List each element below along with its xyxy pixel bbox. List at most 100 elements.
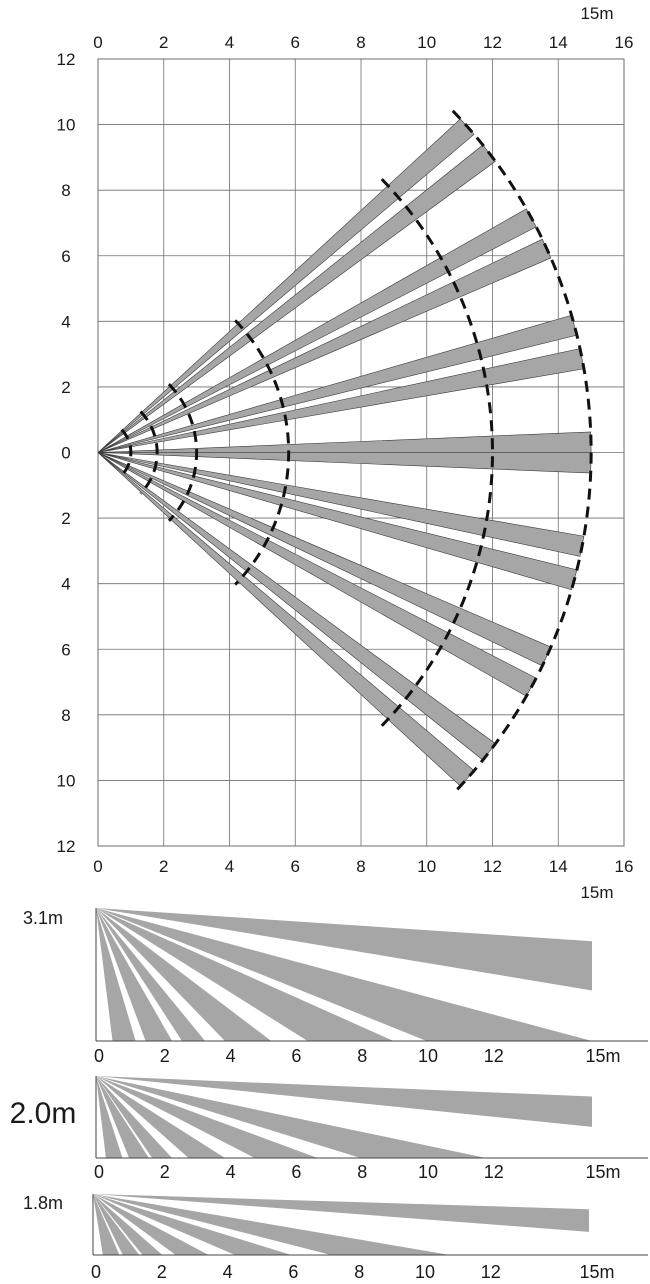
x-tick-label-top: 10 xyxy=(417,33,436,52)
side-ray xyxy=(96,908,592,991)
side-x-tick-label: 4 xyxy=(226,1046,236,1066)
x-tick-label-bottom: 12 xyxy=(483,857,502,876)
top-view-zone-arcs xyxy=(120,109,593,796)
detection-beam xyxy=(97,452,552,667)
x-tick-label-bottom: 2 xyxy=(159,857,168,876)
detection-beam xyxy=(97,452,475,787)
side-x-tick-label: 8 xyxy=(357,1162,367,1182)
y-tick-label: 8 xyxy=(61,181,70,200)
y-tick-label: 6 xyxy=(61,247,70,266)
side-ray xyxy=(96,908,173,1041)
y-tick-label: 12 xyxy=(57,837,76,856)
x-tick-label-top: 8 xyxy=(356,33,365,52)
side-height-label: 2.0m xyxy=(10,1097,77,1130)
side-x-tick-label: 10 xyxy=(415,1262,435,1282)
side-ray xyxy=(96,908,394,1041)
x-tick-label-bottom: 16 xyxy=(615,857,634,876)
side-x-tick-label: 6 xyxy=(291,1162,301,1182)
side-ray xyxy=(96,908,136,1041)
side-range-label: 15m xyxy=(585,1046,620,1066)
y-tick-label: 2 xyxy=(61,378,70,397)
side-view-1-8m: 1.8m 15m 0 2 4 6 8 10 12 xyxy=(23,1193,648,1282)
x-tick-label-top: 4 xyxy=(225,33,234,52)
side-x-tick-label: 2 xyxy=(160,1046,170,1066)
y-tick-label: 4 xyxy=(61,312,70,331)
side-x-tick-label: 8 xyxy=(354,1262,364,1282)
x-tick-label-bottom: 14 xyxy=(549,857,568,876)
detection-beam xyxy=(97,348,585,453)
side-x-tick-label: 10 xyxy=(418,1162,438,1182)
zone-arc xyxy=(451,109,593,796)
top-view-beams xyxy=(97,118,592,787)
side-ray xyxy=(93,1194,451,1255)
detection-beam xyxy=(97,452,496,761)
side-view-2-0m: 2.0m 15m 0 2 4 6 8 10 12 xyxy=(10,1076,648,1182)
y-tick-label: 0 xyxy=(61,444,70,463)
side-ray xyxy=(96,1076,123,1158)
top-range-label-bottom: 15m xyxy=(580,883,613,902)
x-tick-label-bottom: 0 xyxy=(93,857,102,876)
top-view-tick-labels: 0 0 2 2 4 4 6 6 8 8 10 10 12 12 14 14 16 16 12 10 8 6 4 2 0 2 4 6 8 1… xyxy=(57,33,634,876)
y-tick-label: 10 xyxy=(57,771,76,790)
side-range-label: 15m xyxy=(585,1162,620,1182)
x-tick-label-top: 2 xyxy=(159,33,168,52)
side-range-label: 15m xyxy=(579,1262,614,1282)
side-ray xyxy=(93,1194,209,1255)
x-tick-label-top: 6 xyxy=(291,33,300,52)
detection-beam xyxy=(97,452,592,474)
x-tick-label-bottom: 4 xyxy=(225,857,234,876)
side-ray xyxy=(93,1194,163,1255)
side-x-tick-label: 6 xyxy=(288,1262,298,1282)
side-x-tick-label: 10 xyxy=(418,1046,438,1066)
x-tick-label-bottom: 6 xyxy=(291,857,300,876)
zone-arc xyxy=(234,319,291,586)
side-x-tick-label: 2 xyxy=(160,1162,170,1182)
zone-arc xyxy=(380,178,494,727)
side-ray xyxy=(96,1076,149,1158)
side-ray xyxy=(96,1076,225,1158)
top-range-label-top: 15m xyxy=(580,4,613,23)
side-x-tick-label: 0 xyxy=(91,1262,101,1282)
side-height-label: 3.1m xyxy=(23,908,63,928)
zone-arc xyxy=(120,428,133,477)
y-tick-label: 2 xyxy=(61,509,70,528)
side-ray xyxy=(96,908,592,1041)
side-x-tick-label: 0 xyxy=(94,1046,104,1066)
side-ray xyxy=(96,908,206,1041)
side-x-tick-label: 12 xyxy=(481,1262,501,1282)
x-tick-label-top: 14 xyxy=(549,33,568,52)
side-ray xyxy=(93,1194,120,1255)
side-ray xyxy=(96,1076,173,1158)
side-x-tick-label: 4 xyxy=(223,1262,233,1282)
top-view-coverage: 0 0 2 2 4 4 6 6 8 8 10 10 12 12 14 14 16 16 12 10 8 6 4 2 0 2 4 6 8 1… xyxy=(57,4,634,902)
side-ray xyxy=(96,1076,592,1127)
side-ray xyxy=(93,1194,589,1232)
side-ray xyxy=(93,1194,292,1255)
side-view-3-1m: 3.1m 15m 0 2 4 6 8 10 12 xyxy=(23,908,648,1066)
detection-beam xyxy=(97,431,592,453)
side-x-tick-label: 2 xyxy=(157,1262,167,1282)
y-tick-label: 10 xyxy=(57,116,76,135)
y-tick-label: 4 xyxy=(61,575,70,594)
x-tick-label-top: 0 xyxy=(93,33,102,52)
side-ray xyxy=(96,908,272,1041)
side-x-tick-label: 12 xyxy=(484,1162,504,1182)
side-x-tick-label: 0 xyxy=(94,1162,104,1182)
detection-beam xyxy=(97,314,578,453)
x-tick-label-top: 16 xyxy=(615,33,634,52)
side-x-tick-label: 4 xyxy=(226,1162,236,1182)
side-x-tick-label: 12 xyxy=(484,1046,504,1066)
side-height-label: 1.8m xyxy=(23,1193,63,1213)
zone-arc xyxy=(139,410,159,495)
y-tick-label: 6 xyxy=(61,640,70,659)
side-ray xyxy=(96,1076,487,1158)
side-ray xyxy=(96,1076,318,1158)
y-tick-label: 8 xyxy=(61,706,70,725)
zone-arc xyxy=(167,383,199,522)
side-x-tick-label: 8 xyxy=(357,1046,367,1066)
side-x-tick-label: 6 xyxy=(291,1046,301,1066)
y-tick-label: 12 xyxy=(57,50,76,69)
x-tick-label-top: 12 xyxy=(483,33,502,52)
x-tick-label-bottom: 8 xyxy=(356,857,365,876)
